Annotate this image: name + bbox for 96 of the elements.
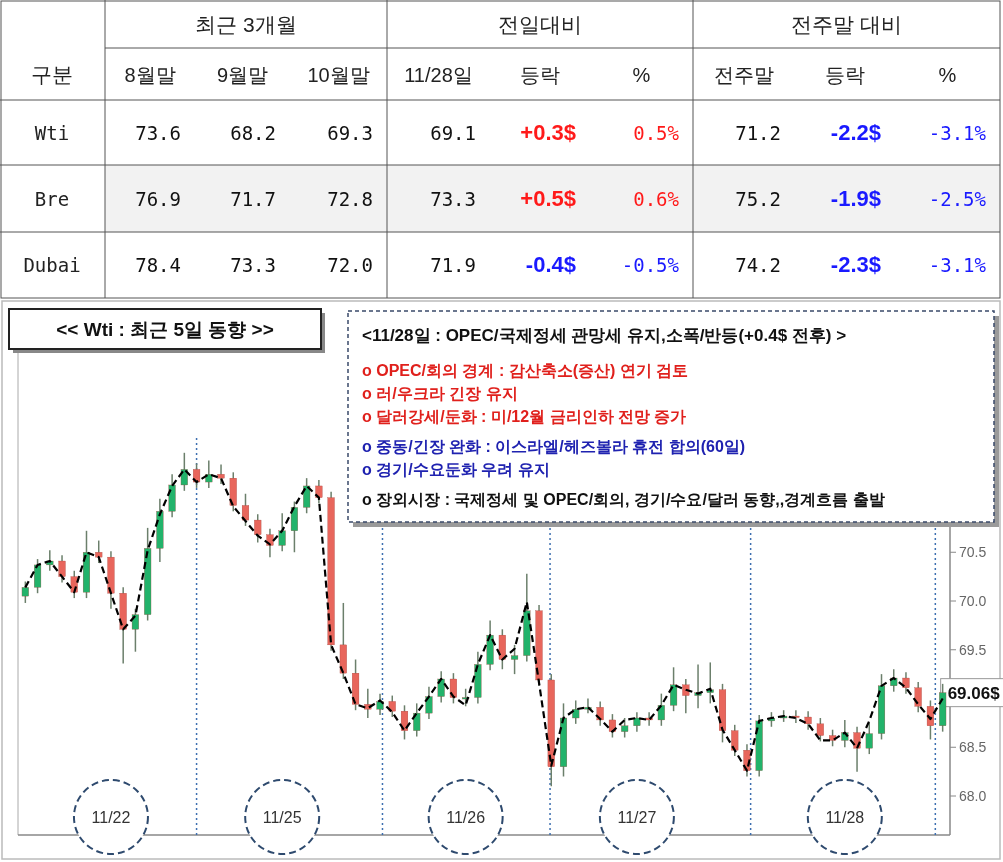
y-tick-label: 70.5 bbox=[959, 544, 987, 561]
text: 72.8 bbox=[327, 187, 373, 210]
category-label: 9월말 bbox=[216, 64, 269, 86]
text: -2.2$ bbox=[830, 119, 881, 145]
candlestick bbox=[241, 493, 250, 527]
x-tick-label: 11/25 bbox=[262, 809, 302, 826]
text: -2.3$ bbox=[830, 252, 881, 277]
x-tick-label: 11/27 bbox=[617, 809, 657, 826]
text: 전일대비 bbox=[498, 13, 582, 36]
text: +0.3$ bbox=[520, 119, 576, 145]
candlestick bbox=[633, 711, 641, 733]
text: 전주말 대비 bbox=[791, 13, 902, 36]
candlestick bbox=[193, 462, 201, 489]
text: 78.4 bbox=[135, 254, 181, 276]
candlestick bbox=[303, 477, 311, 514]
text: 75.2 bbox=[735, 187, 781, 210]
text: 71.7 bbox=[230, 187, 276, 210]
category-label: Dubai bbox=[23, 254, 81, 276]
annotation: o 경기/수요둔화 우려 유지 bbox=[362, 461, 550, 478]
annotation: o OPEC/회의 경계 : 감산축소(증산) 연기 검토 bbox=[362, 362, 689, 379]
candlestick bbox=[205, 459, 213, 489]
candlestick bbox=[804, 710, 812, 731]
annotation: 69.06$ bbox=[947, 683, 1001, 703]
text: -0.4$ bbox=[525, 252, 576, 277]
y-tick-label: 68.5 bbox=[959, 739, 987, 756]
candlestick bbox=[254, 513, 262, 544]
candlestick bbox=[914, 681, 922, 713]
y-tick-label: 68.0 bbox=[959, 788, 987, 804]
category-label: Wti bbox=[34, 121, 70, 144]
candlestick bbox=[608, 713, 616, 739]
y-tick-label: 69.5 bbox=[959, 641, 987, 658]
candlestick bbox=[670, 666, 678, 712]
text: 최근 3개월 bbox=[195, 13, 297, 36]
x-tick-label: 11/28 bbox=[825, 809, 865, 826]
candlestick bbox=[34, 558, 42, 594]
text: 73.3 bbox=[430, 187, 476, 210]
annotation: o 달러강세/둔화 : 미/12월 금리인하 전망 증가 bbox=[362, 408, 687, 425]
text: -1.9$ bbox=[830, 185, 881, 211]
category-label: 등락 bbox=[825, 64, 865, 86]
text: 72.0 bbox=[327, 254, 373, 276]
x-tick-label: 11/26 bbox=[446, 809, 486, 826]
category-label: % bbox=[632, 64, 651, 86]
candlestick bbox=[413, 702, 421, 738]
candlestick bbox=[425, 686, 433, 720]
text: -3.1% bbox=[928, 121, 986, 144]
text: 74.2 bbox=[735, 254, 781, 276]
text: 76.9 bbox=[135, 187, 181, 210]
candlestick bbox=[21, 580, 29, 604]
candlestick bbox=[511, 644, 519, 675]
annotation: o 중동/긴장 완화 : 이스라엘/헤즈볼라 휴전 합의(60일) bbox=[362, 438, 746, 455]
text: 69.1 bbox=[430, 121, 476, 144]
category-label: % bbox=[938, 64, 957, 86]
text: -2.5% bbox=[928, 187, 986, 210]
candlestick bbox=[290, 500, 298, 553]
chart-title: << Wti : 최근 5일 동향 >> bbox=[56, 319, 274, 340]
candlestick bbox=[865, 722, 873, 755]
x-tick-label: 11/22 bbox=[91, 809, 131, 826]
category-label: 8월말 bbox=[124, 64, 176, 86]
category-label: 10월말 bbox=[307, 64, 370, 86]
text: 73.6 bbox=[135, 121, 181, 144]
candlestick bbox=[437, 670, 445, 704]
annotation: o 장외시장 : 국제정세 및 OPEC/회의, 경기/수요/달러 동향,,경계흐름 출발 bbox=[362, 491, 885, 508]
text: +0.5$ bbox=[520, 185, 576, 211]
candlestick bbox=[682, 678, 690, 714]
candlestick bbox=[731, 724, 739, 757]
candlestick bbox=[902, 671, 910, 695]
category-label: 전주말 bbox=[714, 64, 774, 86]
candlestick bbox=[572, 699, 580, 725]
candlestick bbox=[278, 512, 286, 553]
text: 0.6% bbox=[633, 187, 679, 210]
candlestick bbox=[58, 554, 66, 584]
candlestick bbox=[926, 699, 934, 741]
text: 0.5% bbox=[633, 121, 679, 144]
text: 73.3 bbox=[230, 254, 276, 276]
text: 68.2 bbox=[230, 121, 276, 144]
candlestick bbox=[217, 463, 225, 485]
annotation: o 러/우크라 긴장 유지 bbox=[362, 385, 518, 402]
candlestick bbox=[400, 704, 409, 741]
candlestick bbox=[816, 717, 824, 743]
candlestick bbox=[449, 672, 457, 705]
candlestick bbox=[180, 452, 188, 492]
candlestick bbox=[657, 692, 665, 727]
candlestick bbox=[388, 694, 396, 718]
chart-subtitle: <11/28일 : OPEC/국제정세 관망세 유지,소폭/반등(+0.4$ 전후) > bbox=[362, 326, 847, 345]
category-label: Bre bbox=[34, 187, 70, 210]
y-tick-label: 70.0 bbox=[959, 593, 987, 609]
candlestick bbox=[621, 717, 629, 739]
text: 69.3 bbox=[327, 121, 373, 144]
text: 71.9 bbox=[430, 254, 476, 276]
category-label: 11/28일 bbox=[404, 64, 473, 86]
text: -0.5% bbox=[621, 254, 679, 276]
text: -3.1% bbox=[928, 254, 986, 276]
text: 구분 bbox=[31, 63, 73, 86]
candlestick bbox=[596, 700, 604, 727]
category-label: 등락 bbox=[520, 64, 560, 86]
text: 71.2 bbox=[735, 121, 781, 144]
